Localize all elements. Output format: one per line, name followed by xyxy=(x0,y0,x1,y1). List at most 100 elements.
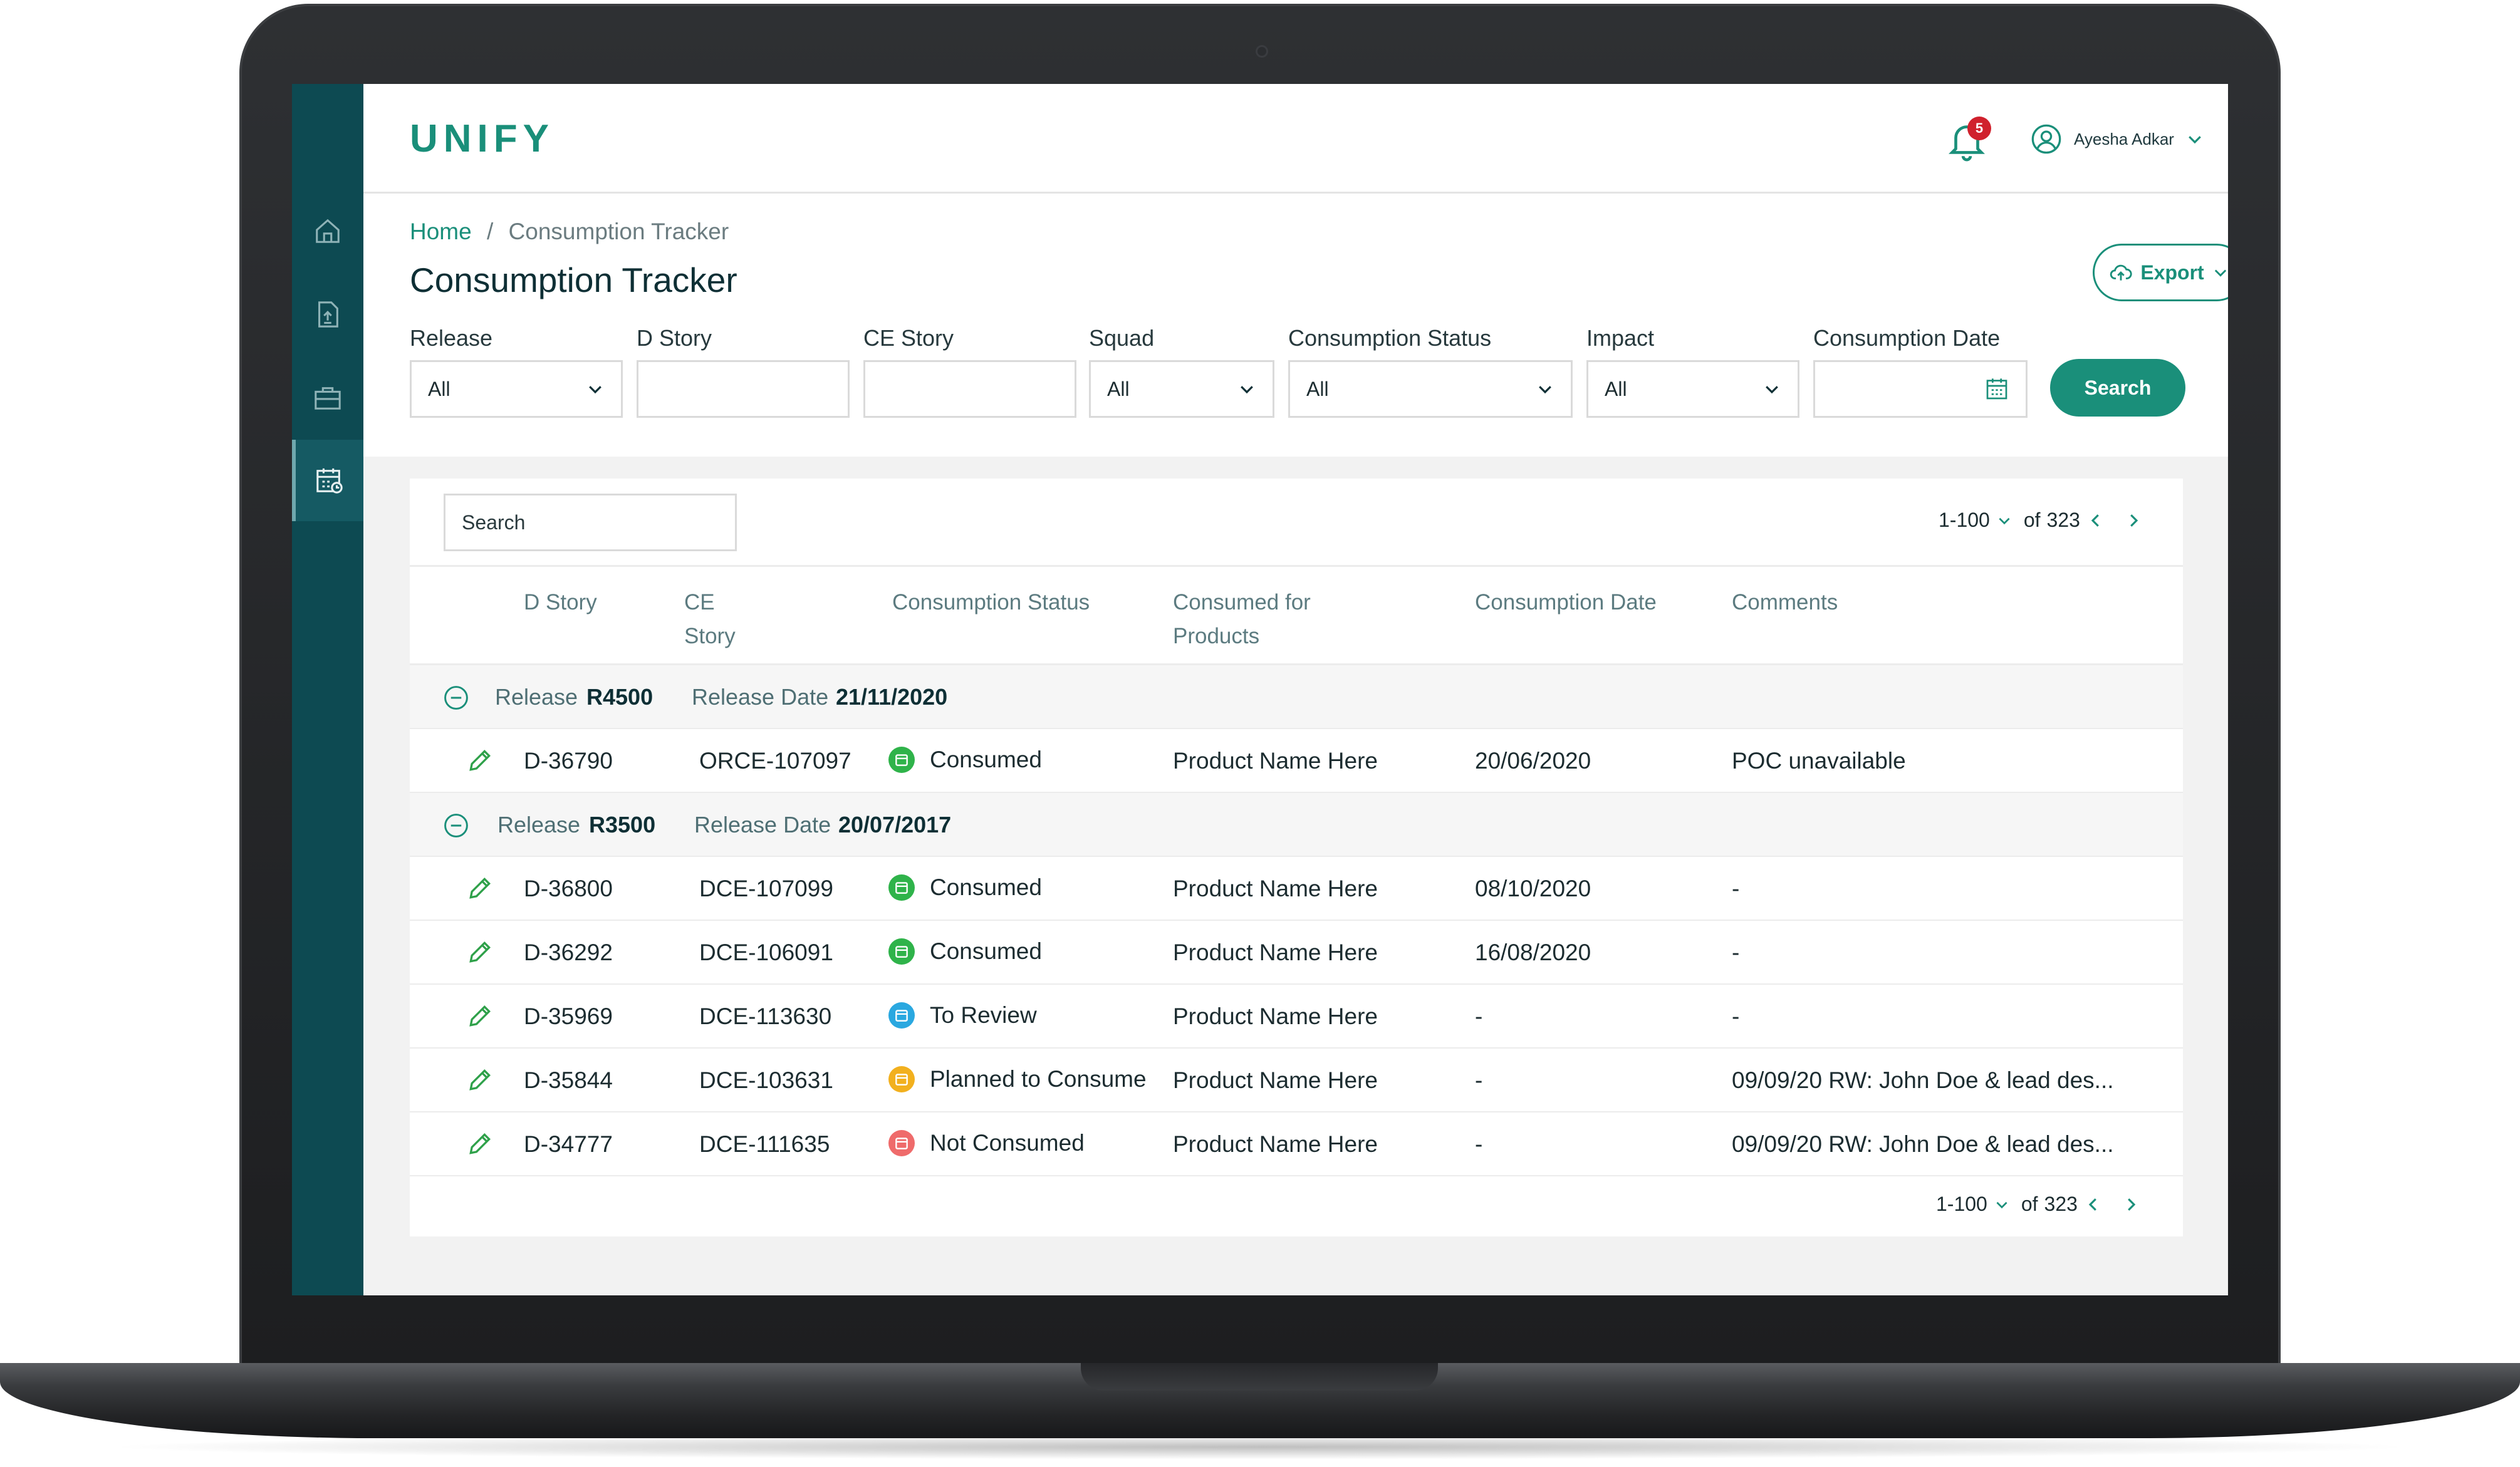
cell-status: To Review xyxy=(888,1002,1037,1029)
th-consumed-for-products[interactable]: Consumed for Products xyxy=(1173,586,1311,653)
laptop-camera xyxy=(1256,45,1268,58)
table-row: D-35844 DCE-103631 Product Name Here - 09/09… xyxy=(410,1049,2183,1112)
chevron-right-icon[interactable] xyxy=(2124,511,2143,530)
breadcrumb: Home / Consumption Tracker xyxy=(410,219,729,245)
squad-select[interactable]: All xyxy=(1089,360,1274,418)
laptop-notch xyxy=(1081,1363,1438,1391)
pager-range[interactable]: 1-100 xyxy=(1936,1193,1987,1215)
ce-story-input[interactable] xyxy=(863,360,1076,418)
consumption-date-input[interactable] xyxy=(1813,360,2028,418)
status-label: Not Consumed xyxy=(930,1130,1085,1156)
sidebar-item-upload[interactable] xyxy=(292,274,363,355)
cell-status: Consumed xyxy=(888,938,1042,965)
impact-select-value: All xyxy=(1605,377,1627,400)
search-button[interactable]: Search xyxy=(2050,359,2185,417)
chevron-down-icon xyxy=(2214,269,2226,277)
app-logo[interactable]: UNIFY xyxy=(410,117,555,160)
th-ce-story-line1: CE xyxy=(684,590,715,614)
chevron-down-icon[interactable] xyxy=(1996,512,2012,529)
edit-button[interactable] xyxy=(466,1066,494,1094)
home-icon xyxy=(316,219,340,243)
breadcrumb-home[interactable]: Home xyxy=(410,219,472,244)
cell-product: Product Name Here xyxy=(1173,940,1378,965)
th-products-line2: Products xyxy=(1173,624,1260,648)
th-d-story[interactable]: D Story xyxy=(524,590,597,614)
consumption-date-label: Consumption Date xyxy=(1813,325,2001,351)
calendar-icon[interactable] xyxy=(1984,376,2009,402)
breadcrumb-separator: / xyxy=(486,219,494,244)
cell-comment: 09/09/20 RW: John Doe & lead des... xyxy=(1732,1131,2114,1157)
edit-button[interactable] xyxy=(466,938,494,966)
user-name: Ayesha Adkar xyxy=(2074,129,2174,148)
table-search-input[interactable]: Search xyxy=(444,494,737,551)
chevron-down-icon xyxy=(1766,386,1778,394)
chevron-down-icon xyxy=(1539,386,1551,394)
status-icon xyxy=(888,874,915,901)
th-consumption-status[interactable]: Consumption Status xyxy=(892,590,1090,614)
table-row: D-36790 ORCE-107097 Product Name Here 20/06… xyxy=(410,729,2183,793)
cell-date: - xyxy=(1475,1131,1483,1157)
collapse-toggle[interactable] xyxy=(442,812,470,845)
user-avatar-icon xyxy=(2031,124,2061,154)
cell-status: Planned to Consume xyxy=(888,1066,1147,1092)
chevron-down-icon xyxy=(2189,136,2201,144)
edit-button[interactable] xyxy=(466,874,494,902)
export-button[interactable]: Export xyxy=(2093,244,2228,301)
d-story-input[interactable] xyxy=(637,360,850,418)
breadcrumb-current: Consumption Tracker xyxy=(508,219,729,244)
minus-circle-icon xyxy=(444,686,468,710)
group-release-value: R4500 xyxy=(586,684,653,710)
pencil-icon xyxy=(469,1005,491,1027)
squad-label: Squad xyxy=(1089,325,1155,351)
th-ce-story[interactable]: CE Story xyxy=(684,586,736,653)
consumption-status-select[interactable]: All xyxy=(1288,360,1573,418)
chevron-left-icon[interactable] xyxy=(2084,1195,2103,1214)
cell-d-story: D-36800 xyxy=(524,876,613,901)
release-label: Release xyxy=(410,325,493,351)
table-header: D Story CE Story Consumption Status Cons… xyxy=(410,565,2183,665)
status-icon xyxy=(888,1130,915,1156)
collapse-toggle[interactable] xyxy=(442,684,470,717)
chevron-down-icon xyxy=(589,386,601,394)
pager-of: of xyxy=(2021,1193,2038,1215)
user-menu[interactable]: Ayesha Adkar xyxy=(2030,123,2204,155)
table-card: Search 1-100 of 323 D Story CE Story Con… xyxy=(410,479,2183,1236)
squad-select-value: All xyxy=(1107,377,1130,400)
edit-button[interactable] xyxy=(466,747,494,774)
edit-button[interactable] xyxy=(466,1002,494,1030)
top-bar: UNIFY 5 Ayesha Adkar xyxy=(363,84,2228,194)
cell-comment: - xyxy=(1732,940,1740,965)
cell-ce-story: DCE-103631 xyxy=(699,1067,833,1093)
sidebar-item-briefcase[interactable] xyxy=(292,357,363,438)
notification-badge: 5 xyxy=(1967,117,1991,140)
sidebar-item-home[interactable] xyxy=(292,190,363,272)
group-date-label: Release Date xyxy=(694,812,831,837)
chevron-left-icon[interactable] xyxy=(2086,511,2105,530)
ce-story-label: CE Story xyxy=(863,325,954,351)
release-select[interactable]: All xyxy=(410,360,623,418)
th-consumption-date[interactable]: Consumption Date xyxy=(1475,590,1657,614)
filter-panel: Home / Consumption Tracker Consumption T… xyxy=(363,194,2228,457)
status-icon xyxy=(888,1066,915,1092)
chevron-down-icon[interactable] xyxy=(1994,1196,2010,1213)
group-date-value: 20/07/2017 xyxy=(838,812,952,837)
cell-status: Not Consumed xyxy=(888,1130,1085,1156)
th-comments[interactable]: Comments xyxy=(1732,590,1838,614)
pager-range[interactable]: 1-100 xyxy=(1939,509,1990,531)
edit-button[interactable] xyxy=(466,1130,494,1158)
cell-product: Product Name Here xyxy=(1173,1131,1378,1157)
chevron-right-icon[interactable] xyxy=(2122,1195,2140,1214)
cell-d-story: D-35969 xyxy=(524,1003,613,1029)
group-date-label: Release Date xyxy=(692,684,829,710)
laptop-shadow xyxy=(100,1434,2418,1459)
cell-date: 08/10/2020 xyxy=(1475,876,1591,901)
pager-of: of xyxy=(2023,509,2041,531)
sidebar-item-tracker[interactable] xyxy=(292,440,363,521)
cell-status: Consumed xyxy=(888,747,1042,773)
impact-select[interactable]: All xyxy=(1586,360,1799,418)
status-label: Consumed xyxy=(930,747,1042,772)
cloud-upload-icon xyxy=(2110,264,2132,281)
cell-ce-story: DCE-107099 xyxy=(699,876,833,901)
status-label: Consumed xyxy=(930,874,1042,900)
pencil-icon xyxy=(469,877,491,899)
